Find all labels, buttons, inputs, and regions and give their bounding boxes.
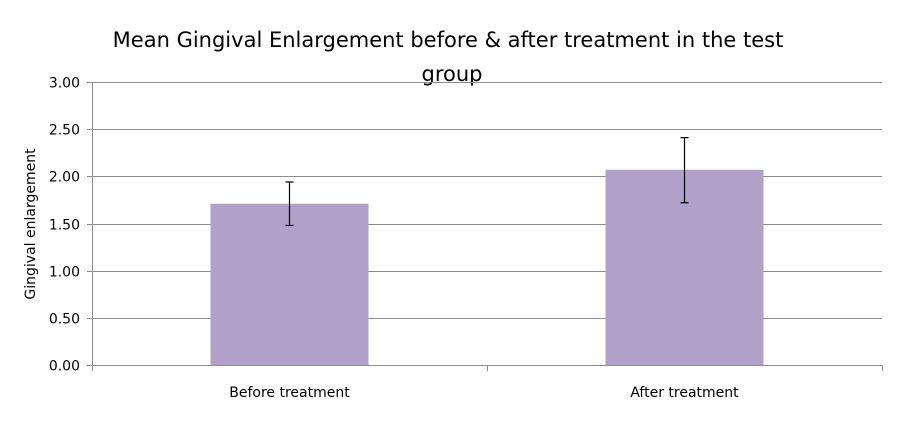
error-bars (285, 137, 689, 226)
y-tick-label: 3.00 (49, 76, 80, 92)
x-tick-label: Before treatment (229, 385, 350, 401)
bar (210, 203, 369, 365)
tick-labels: 0.00 0.50 1.00 1.50 2.00 2.50 3.00 Before treat… (49, 76, 739, 402)
x-tick-label: After treatment (630, 385, 739, 401)
y-tick-label: 0.00 (49, 359, 80, 375)
y-tick-label: 1.00 (49, 265, 80, 281)
chart-title-line-1: Mean Gingival Enlargement before & after… (112, 28, 784, 52)
y-tick-label: 2.00 (49, 170, 80, 186)
y-tick-label: 1.50 (49, 218, 80, 234)
bars (210, 169, 764, 365)
y-axis-label: Gingival enlargement (23, 148, 39, 300)
axes (87, 82, 883, 371)
y-tick-label: 2.50 (49, 123, 80, 139)
y-tick-label: 0.50 (49, 312, 80, 328)
